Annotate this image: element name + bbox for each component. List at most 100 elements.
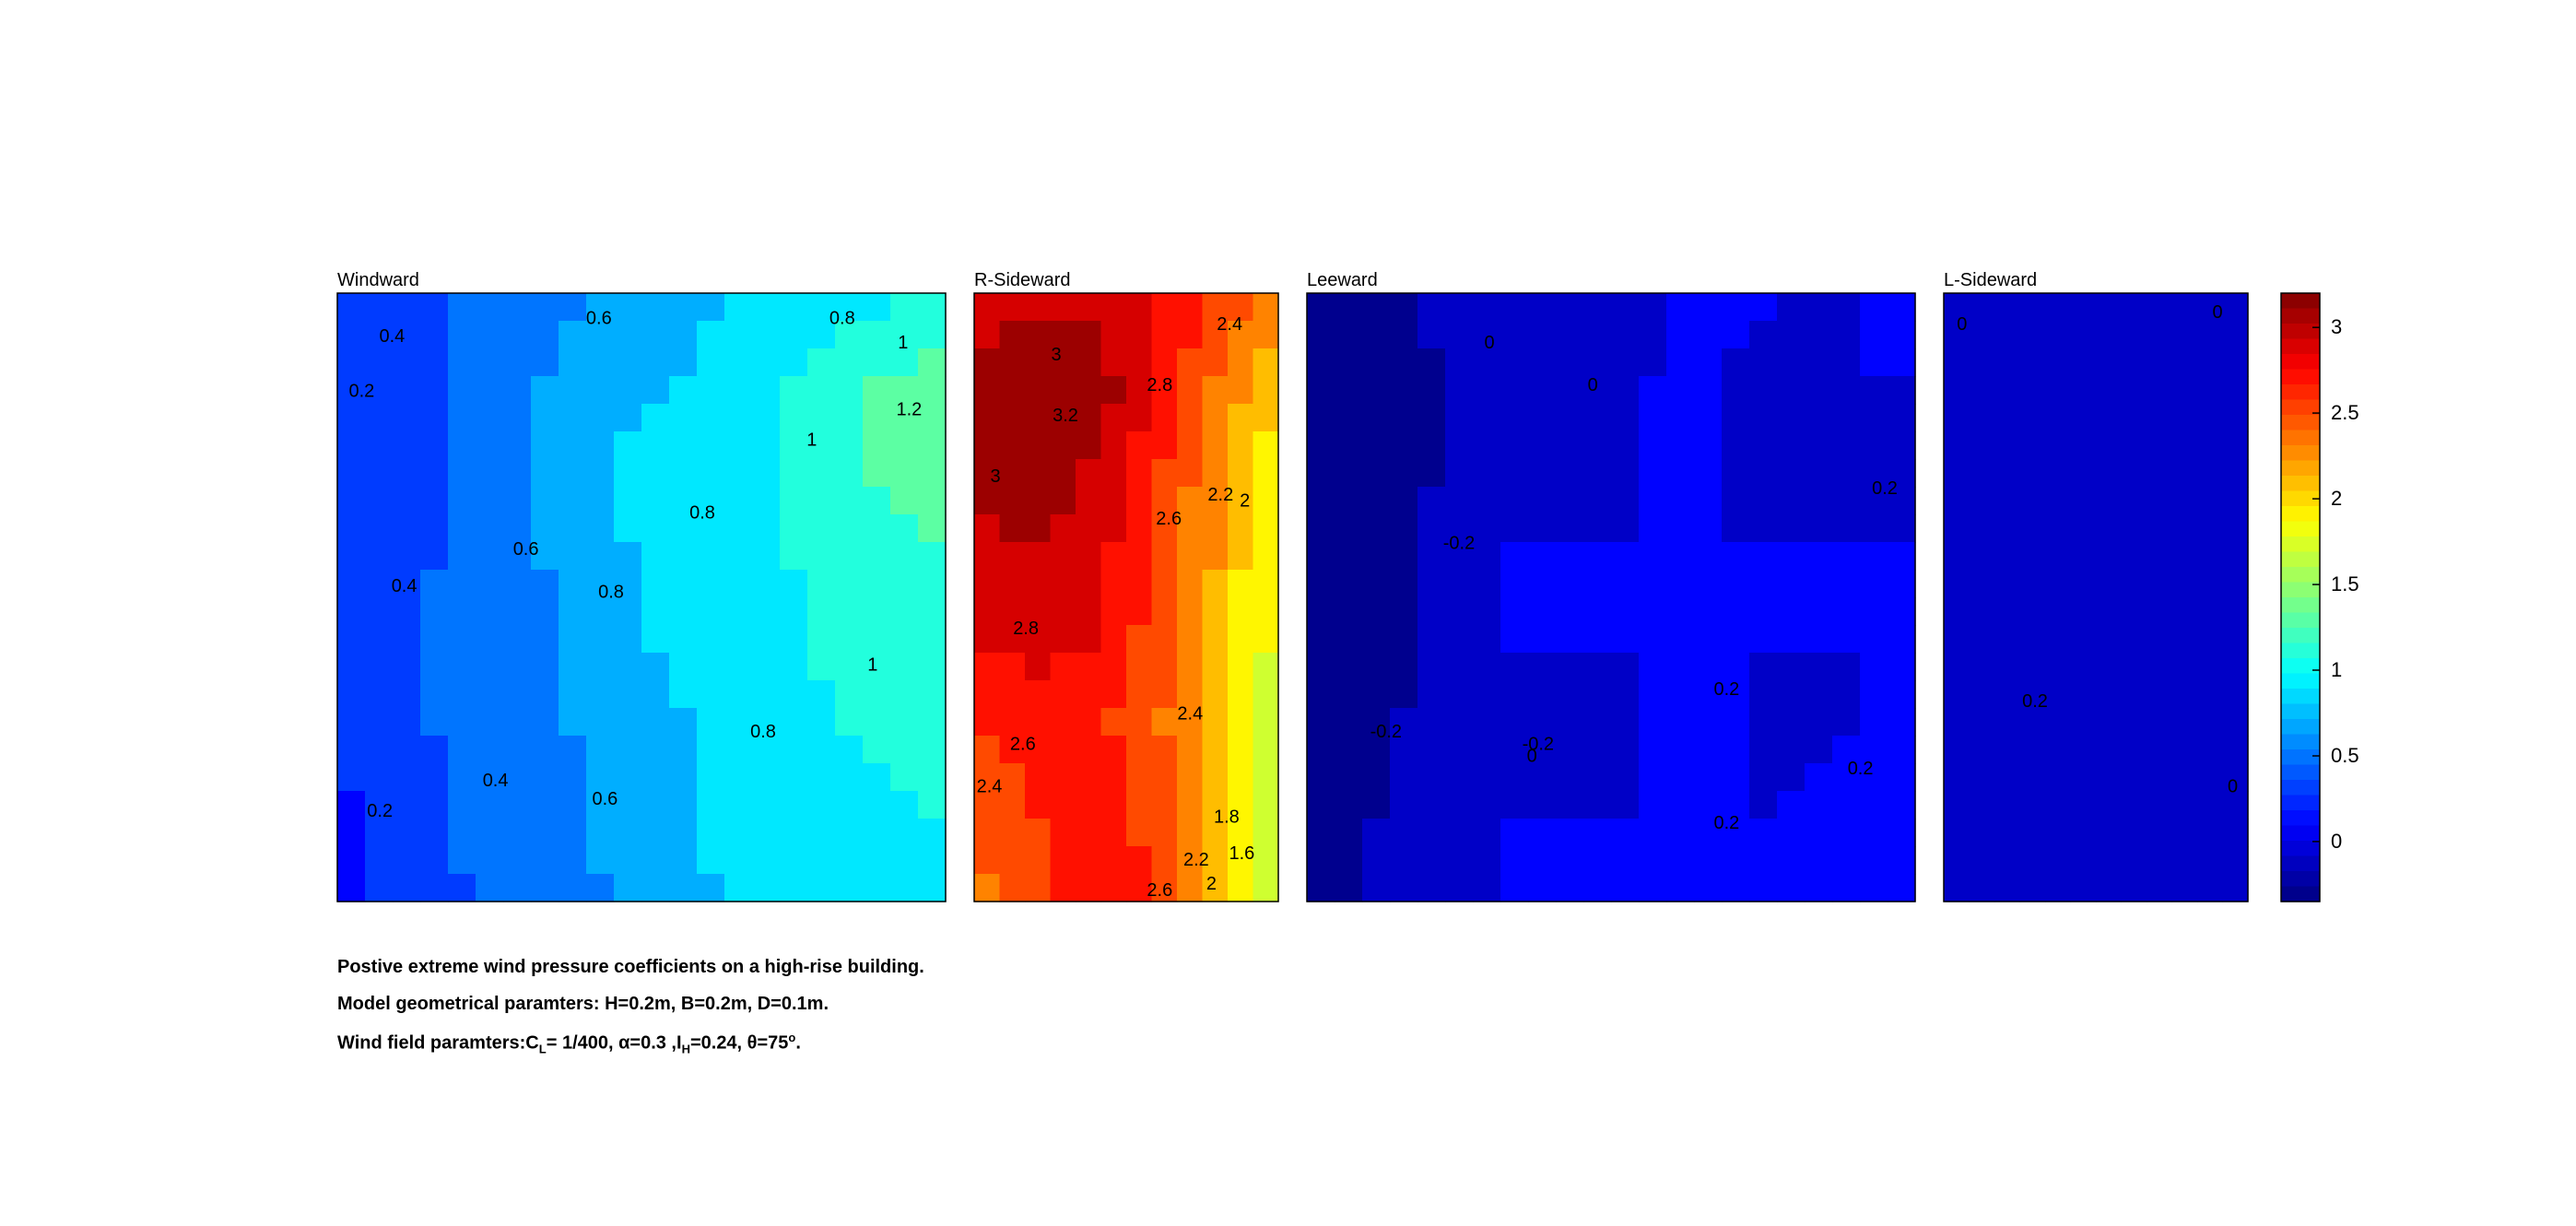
contour-cell bbox=[1202, 514, 1229, 543]
contour-cell bbox=[2147, 680, 2173, 709]
contour-cell bbox=[1126, 736, 1153, 764]
contour-cell bbox=[1832, 459, 1861, 488]
contour-cell bbox=[420, 680, 449, 709]
contour-cell bbox=[2197, 487, 2224, 515]
contour-cell bbox=[1151, 708, 1178, 737]
contour-cell bbox=[1202, 874, 1229, 902]
contour-cell bbox=[1473, 348, 1501, 377]
contour-cell bbox=[1832, 819, 1861, 847]
contour-cell bbox=[890, 348, 919, 377]
contour-cell bbox=[1228, 653, 1254, 681]
contour-cell bbox=[1228, 431, 1254, 460]
contour-cell bbox=[974, 542, 1001, 571]
contour-cell bbox=[2070, 431, 2097, 460]
contour-cell bbox=[2171, 597, 2198, 626]
contour-cell bbox=[1556, 625, 1584, 654]
contour-cell bbox=[559, 348, 587, 377]
contour-cell bbox=[890, 404, 919, 432]
contour-cell bbox=[641, 653, 670, 681]
contour-cell bbox=[1583, 874, 1612, 902]
contour-cell bbox=[807, 514, 836, 543]
contour-cell bbox=[1860, 542, 1888, 571]
contour-cell bbox=[1860, 487, 1888, 515]
contour-cell bbox=[1749, 404, 1778, 432]
contour-cell bbox=[1335, 348, 1363, 377]
contour-cell bbox=[1860, 293, 1888, 322]
contour-cell bbox=[1445, 874, 1474, 902]
contour-cell bbox=[1805, 570, 1833, 598]
contour-cell bbox=[1335, 431, 1363, 460]
contour-cell bbox=[420, 791, 449, 819]
contour-cell bbox=[420, 348, 449, 377]
contour-cell bbox=[337, 680, 366, 709]
contour-cell bbox=[669, 514, 698, 543]
contour-cell bbox=[1500, 404, 1529, 432]
contour-cell bbox=[1362, 874, 1391, 902]
contour-cell bbox=[1639, 293, 1667, 322]
contour-cell bbox=[2121, 653, 2147, 681]
contour-cell bbox=[1177, 625, 1204, 654]
contour-cell bbox=[1151, 653, 1178, 681]
contour-label: 0.2 bbox=[2022, 691, 2048, 712]
contour-cell bbox=[337, 321, 366, 349]
contour-cell bbox=[1390, 874, 1418, 902]
contour-cell bbox=[1777, 736, 1806, 764]
contour-cell bbox=[448, 348, 476, 377]
contour-cell bbox=[1076, 321, 1102, 349]
contour-cell bbox=[835, 376, 864, 405]
contour-cell bbox=[1639, 514, 1667, 543]
contour-cell bbox=[724, 874, 753, 902]
contour-cell bbox=[2171, 376, 2198, 405]
contour-cell bbox=[1556, 708, 1584, 737]
contour-cell bbox=[2197, 625, 2224, 654]
contour-cell bbox=[807, 680, 836, 709]
contour-cell bbox=[393, 431, 421, 460]
contour-cell bbox=[1445, 708, 1474, 737]
contour-cell bbox=[1417, 459, 1446, 488]
contour-cell bbox=[1307, 874, 1335, 902]
contour-cell bbox=[2121, 404, 2147, 432]
contour-cell bbox=[1805, 321, 1833, 349]
contour-cell bbox=[1335, 487, 1363, 515]
contour-cell bbox=[420, 819, 449, 847]
contour-cell bbox=[420, 570, 449, 598]
contour-cell bbox=[2147, 874, 2173, 902]
contour-cell bbox=[1749, 625, 1778, 654]
contour-cell bbox=[559, 431, 587, 460]
contour-cell bbox=[2197, 376, 2224, 405]
contour-cell bbox=[2096, 680, 2123, 709]
contour-cell bbox=[1528, 404, 1557, 432]
contour-cell bbox=[863, 791, 891, 819]
contour-cell bbox=[1994, 791, 2021, 819]
contour-cell bbox=[1151, 487, 1178, 515]
contour-cell bbox=[2045, 708, 2072, 737]
contour-cell bbox=[669, 542, 698, 571]
contour-cell bbox=[420, 597, 449, 626]
colorbar-segment bbox=[2281, 476, 2320, 492]
colorbar-segment bbox=[2281, 780, 2320, 796]
colorbar-segment bbox=[2281, 293, 2320, 310]
contour-cell bbox=[2070, 542, 2097, 571]
contour-cell bbox=[807, 874, 836, 902]
contour-cell bbox=[1583, 570, 1612, 598]
contour-cell bbox=[420, 404, 449, 432]
contour-cell bbox=[863, 874, 891, 902]
contour-cell bbox=[1050, 348, 1076, 377]
contour-cell bbox=[531, 708, 559, 737]
contour-cell bbox=[2019, 570, 2046, 598]
contour-cell bbox=[697, 404, 725, 432]
contour-cell bbox=[476, 625, 504, 654]
contour-cell bbox=[863, 763, 891, 792]
contour-cell bbox=[559, 487, 587, 515]
contour-cell bbox=[393, 680, 421, 709]
contour-cell bbox=[780, 846, 808, 875]
contour-cell bbox=[531, 404, 559, 432]
contour-cell bbox=[918, 819, 947, 847]
contour-cell bbox=[724, 791, 753, 819]
contour-cell bbox=[1500, 293, 1529, 322]
contour-cell bbox=[1805, 514, 1833, 543]
contour-cell bbox=[1253, 763, 1279, 792]
contour-cell bbox=[1050, 625, 1076, 654]
contour-cell bbox=[1944, 376, 1970, 405]
contour-cell bbox=[999, 321, 1026, 349]
